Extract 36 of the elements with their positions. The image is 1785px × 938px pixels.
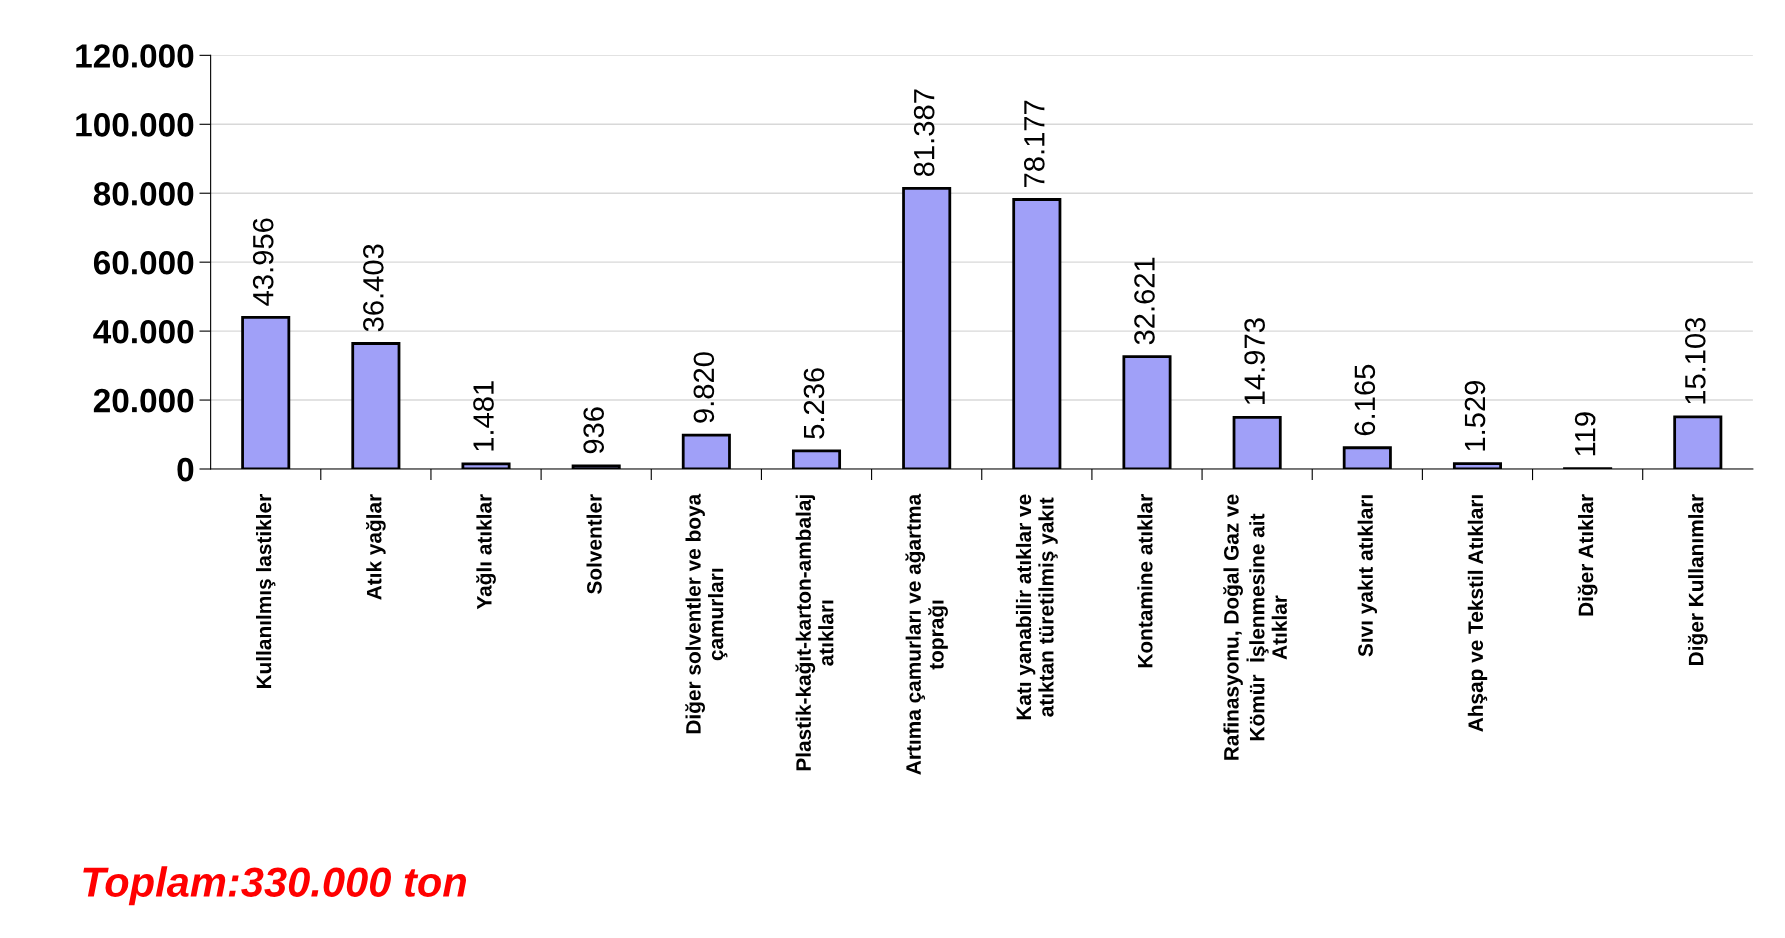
y-tick-label: 0 [177,457,194,482]
x-tick-label: Rafinasyonu, Doğal Gaz ve Kömür İşlenmesine ait Atıklar [1223,494,1287,760]
x-tick-label: Kontamine atıklar [1137,494,1153,668]
x-tick-label: Ahşap ve Tekstil Atıkları [1467,495,1488,732]
data-label: 119 [1574,412,1596,456]
x-tick-label: Diğer Kullanımlar [1687,494,1708,665]
x-tick-label: Sıvı yakıt atıkları [1357,495,1378,657]
data-label: 32.621 [1134,257,1155,345]
x-tick-label: Plastik-kağıt-karton-ambalaj atıkları [795,495,834,771]
data-label: 1.529 [1464,381,1486,451]
data-label: 1.481 [473,381,494,451]
data-label: 936 [583,407,605,454]
y-tick-label: 20.000 [93,388,194,413]
x-tick-label: Diğer solventler ve boya çamurları [685,493,728,734]
data-label: 15.103 [1684,317,1706,404]
x-tick-label: Artıma çamurları ve ağartma toprağı [905,493,948,775]
y-tick-label: 40.000 [93,319,194,344]
x-tick-label: Kullanılmış lastikler [256,494,276,689]
x-tick-label: Solventler [586,494,602,594]
y-tick-label: 80.000 [93,182,194,206]
data-label: 6.165 [1354,364,1376,436]
data-label: 81.387 [913,89,935,177]
y-tick-label: 100.000 [76,113,194,137]
x-tick-label: Yağlı atıklar [476,494,496,610]
x-tick-label: Diğer Atıklar [1577,494,1598,616]
data-label: 43.956 [252,218,274,306]
y-tick-label: 120.000 [76,44,194,68]
data-label: 36.403 [363,244,384,332]
text: Toplam:330.000 ton [83,866,467,906]
data-label: 78.177 [1024,100,1045,187]
y-tick-label: 60.000 [93,250,194,275]
x-tick-label: Atık yağlar [366,494,386,600]
data-label: 14.973 [1244,318,1265,405]
x-tick-label: Katı yanabilir atıklar ve atıktan türetilmiş yakıt [1015,494,1058,720]
data-label: 9.820 [693,352,715,423]
data-label: 5.236 [803,368,825,439]
